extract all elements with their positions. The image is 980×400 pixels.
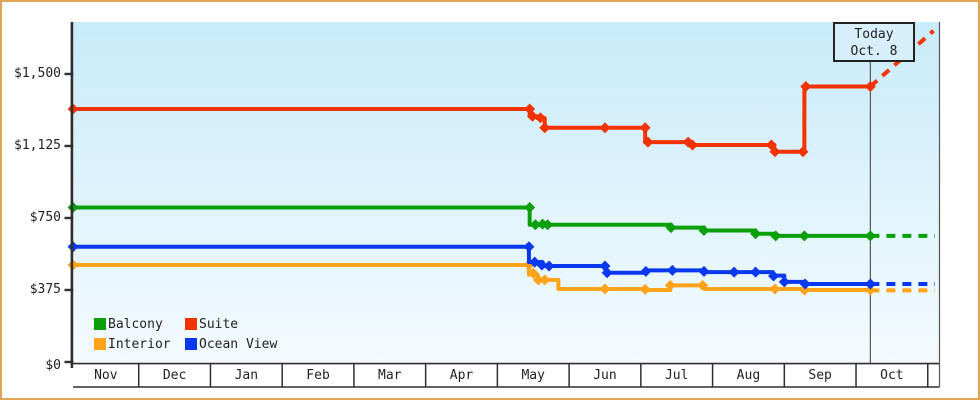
data-point-suite	[539, 122, 551, 134]
month-cell-nov: Nov	[94, 368, 118, 383]
legend-label: Balcony	[108, 316, 163, 332]
data-point-ocean-view	[543, 260, 555, 272]
legend-swatch-balcony	[94, 318, 106, 330]
data-point-ocean-view	[640, 265, 652, 277]
data-point-suite	[797, 146, 809, 158]
data-point-suite	[769, 146, 781, 158]
data-point-interior	[664, 279, 676, 291]
data-point-ocean-view	[601, 267, 613, 279]
data-point-balcony	[529, 219, 541, 231]
month-cell-oct: Oct	[880, 368, 904, 383]
data-point-balcony	[524, 201, 536, 213]
y-axis-label: $375	[29, 282, 61, 297]
y-axis-label: $750	[29, 210, 61, 225]
data-point-ocean-view	[864, 278, 876, 290]
data-point-ocean-view	[666, 264, 678, 276]
month-cell-sep: Sep	[808, 368, 832, 383]
data-point-suite	[864, 80, 876, 92]
month-cell-jan: Jan	[234, 368, 259, 383]
data-point-ocean-view	[750, 266, 762, 278]
data-point-suite	[527, 110, 539, 122]
data-point-balcony	[770, 230, 782, 242]
y-axis-tick	[64, 72, 74, 76]
legend-item-interior[interactable]: Interior	[94, 336, 171, 352]
data-point-balcony	[542, 219, 554, 231]
data-point-suite	[534, 112, 546, 124]
data-point-interior	[639, 283, 651, 295]
today-date: Oct. 8	[850, 44, 898, 59]
data-point-interior	[532, 274, 544, 286]
y-axis-tick	[64, 360, 74, 364]
today-annotation-box: Today Oct. 8	[833, 22, 915, 62]
legend-label: Interior	[108, 336, 171, 352]
data-point-interior	[539, 274, 551, 286]
legend-item-balcony[interactable]: Balcony	[94, 316, 163, 332]
y-axis-label: $1,125	[14, 138, 61, 153]
data-point-suite	[800, 80, 812, 92]
data-point-suite	[686, 139, 698, 151]
legend-label: Suite	[199, 316, 239, 332]
data-point-interior	[864, 284, 876, 296]
legend-swatch-suite	[185, 318, 197, 330]
month-cell-may: May	[521, 368, 545, 383]
data-point-suite	[642, 136, 654, 148]
legend-swatch-ocean-view	[185, 338, 197, 350]
data-point-ocean-view	[523, 241, 535, 253]
data-point-ocean-view	[536, 259, 548, 271]
month-cell-jun: Jun	[593, 368, 617, 383]
legend-item-suite[interactable]: Suite	[185, 316, 238, 332]
data-point-balcony	[798, 230, 810, 242]
data-point-ocean-view	[728, 266, 740, 278]
y-axis-label: $1,500	[14, 66, 61, 81]
legend-label: Ocean View	[199, 336, 278, 352]
month-cell-feb: Feb	[306, 368, 330, 383]
legend-item-ocean-view[interactable]: Ocean View	[185, 336, 277, 352]
y-axis-label: $0	[45, 358, 61, 373]
series-forecast-suite	[869, 29, 935, 88]
y-axis-line	[70, 22, 74, 368]
month-cell-mar: Mar	[378, 368, 402, 383]
data-point-suite	[639, 122, 651, 134]
data-point-balcony	[864, 230, 876, 242]
legend-swatch-interior	[94, 338, 106, 350]
data-point-balcony	[750, 228, 762, 240]
data-point-interior	[697, 279, 709, 291]
data-point-suite	[599, 122, 611, 134]
data-point-balcony	[698, 224, 710, 236]
data-point-ocean-view	[778, 276, 790, 288]
data-point-interior	[769, 283, 781, 295]
month-cell-jul: Jul	[664, 368, 689, 383]
today-label: Today	[854, 27, 894, 42]
data-point-interior	[599, 283, 611, 295]
data-point-interior	[527, 267, 539, 279]
month-cell-apr: Apr	[449, 368, 474, 383]
data-point-balcony	[665, 222, 677, 234]
data-point-ocean-view	[698, 265, 710, 277]
data-point-ocean-view	[799, 278, 811, 290]
y-axis-tick	[64, 216, 74, 220]
data-point-ocean-view	[768, 270, 780, 282]
month-cell-aug: Aug	[736, 368, 761, 383]
plot-background	[73, 22, 940, 363]
y-axis-tick	[64, 144, 74, 148]
y-axis-tick	[64, 288, 74, 292]
month-cell-dec: Dec	[162, 368, 187, 383]
